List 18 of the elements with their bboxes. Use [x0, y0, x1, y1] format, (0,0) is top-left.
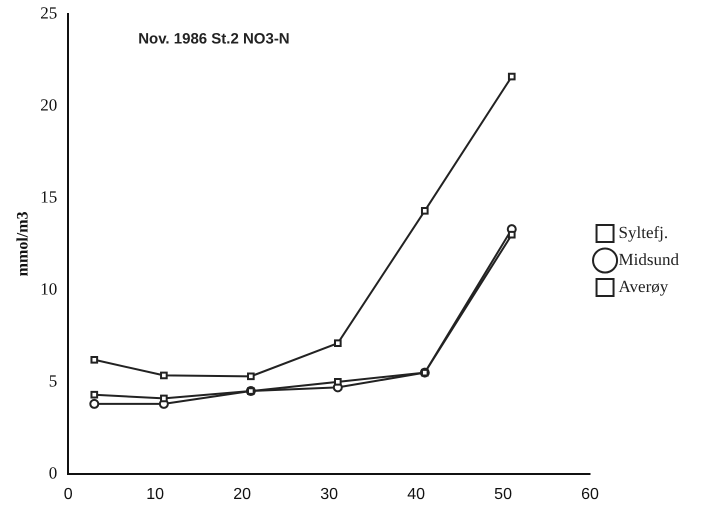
y-tick-label: 25 — [40, 3, 58, 22]
y-tick-label: 20 — [40, 95, 58, 114]
text: Nov. 1986 St.2 NO3-N — [138, 30, 290, 48]
y-tick-label: 5 — [48, 371, 58, 390]
legend-label: Averøy — [618, 276, 669, 296]
y-tick-label: 0 — [48, 463, 58, 482]
x-tick-label: 0 — [64, 486, 73, 503]
y-axis-title: mmol/m3 — [14, 211, 32, 276]
x-tick-label: 10 — [146, 486, 164, 503]
legend-label: Midsund — [618, 250, 680, 269]
x-tick-label: 30 — [320, 486, 338, 503]
x-tick-label: 50 — [494, 486, 512, 503]
y-tick-label: 10 — [40, 279, 58, 298]
x-tick-label: 20 — [233, 486, 252, 503]
x-tick-label: 40 — [407, 486, 426, 503]
y-tick-label: 15 — [40, 187, 58, 206]
legend-label: Syltefj. — [618, 222, 668, 242]
x-tick-label: 60 — [581, 486, 600, 503]
